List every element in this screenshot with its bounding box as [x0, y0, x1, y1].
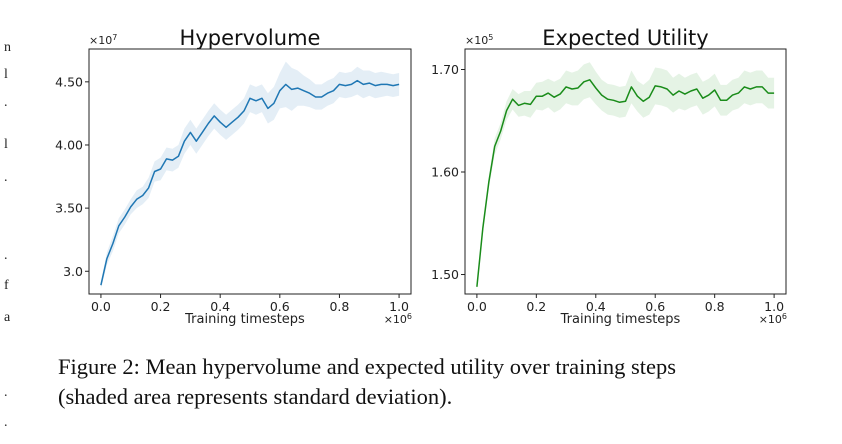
y-axis-multiplier: ×107 — [89, 33, 117, 47]
margin-fragment: . — [4, 95, 8, 110]
y-tick-label: 4.00 — [55, 137, 83, 152]
margin-fragment: . — [4, 385, 8, 400]
y-axis-multiplier: ×105 — [465, 33, 493, 47]
x-tick-label: 0.6 — [270, 299, 290, 314]
hypervolume-chart: Hypervolume 0.0 0.2 0.4 0.6 0.8 1.0 3.0 3.50 4.00… — [55, 26, 412, 327]
x-axis-label: Training timesteps — [184, 312, 305, 327]
x-axis-multiplier-exponent: 6 — [407, 312, 412, 321]
x-tick-label: 1.0 — [389, 299, 409, 314]
x-tick-label: 0.8 — [705, 299, 725, 314]
x-axis-label: Training timesteps — [560, 312, 681, 327]
axes-frame — [88, 48, 412, 295]
x-tick-label: 1.0 — [764, 299, 784, 314]
margin-fragment: . — [4, 170, 8, 185]
y-axis-multiplier-exponent: 5 — [488, 33, 493, 42]
margin-text-fragments: n l . l . . f a . . — [0, 0, 20, 444]
axes-frame — [464, 48, 787, 295]
x-tick-label: 0.6 — [645, 299, 665, 314]
y-tick-label: 3.50 — [55, 201, 83, 216]
margin-fragment: n — [4, 40, 11, 55]
x-tick-label: 0.0 — [467, 299, 487, 314]
margin-fragment: f — [4, 278, 9, 293]
y-tick-label: 1.50 — [431, 267, 459, 282]
std-band — [476, 62, 775, 290]
x-axis-multiplier: ×106 — [384, 312, 412, 326]
figure-caption: Figure 2: Mean hypervolume and expected … — [58, 352, 828, 412]
chart-title: Expected Utility — [542, 26, 708, 50]
mean-line — [100, 79, 400, 286]
caption-line-2: (shaded area represents standard deviati… — [58, 384, 453, 409]
chart-title: Hypervolume — [180, 26, 321, 50]
y-tick-label: 1.70 — [431, 62, 459, 77]
y-tick-label: 4.50 — [55, 74, 83, 89]
x-axis-multiplier-exponent: 6 — [782, 312, 787, 321]
mean-line — [476, 79, 775, 287]
x-tick-label: 0.4 — [586, 299, 606, 314]
x-tick-label: 0.8 — [329, 299, 349, 314]
x-axis-multiplier: ×106 — [759, 312, 787, 326]
margin-fragment: a — [4, 310, 11, 325]
y-tick-label: 1.60 — [431, 165, 459, 180]
std-band — [100, 61, 400, 289]
expected-utility-chart: Expected Utility 0.0 0.2 0.4 0.6 0.8 1.0 1.50 1.… — [431, 26, 787, 327]
x-tick-label: 0.2 — [526, 299, 546, 314]
margin-fragment: . — [4, 415, 8, 430]
y-tick-label: 3.0 — [63, 264, 83, 279]
x-tick-label: 0.2 — [151, 299, 171, 314]
caption-line-1: Figure 2: Mean hypervolume and expected … — [58, 354, 676, 379]
x-tick-label: 0.4 — [210, 299, 230, 314]
margin-fragment: . — [4, 248, 8, 263]
y-axis-multiplier-exponent: 7 — [112, 33, 117, 42]
margin-fragment: l — [4, 137, 8, 152]
x-tick-label: 0.0 — [91, 299, 111, 314]
margin-fragment: l — [4, 67, 8, 82]
